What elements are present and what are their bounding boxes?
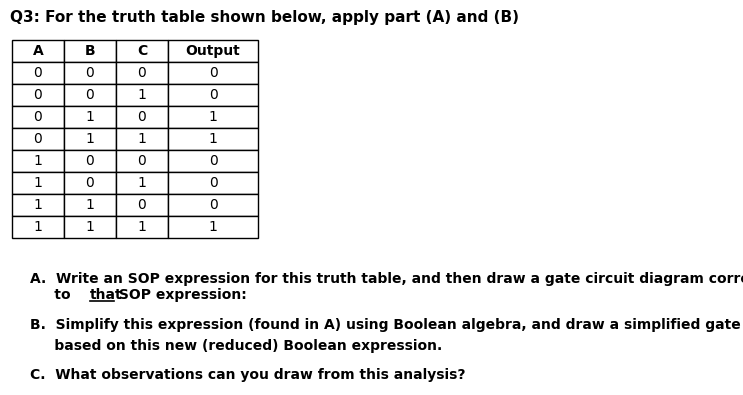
Bar xyxy=(116,216,168,238)
Bar xyxy=(168,172,258,194)
Text: 0: 0 xyxy=(85,66,94,80)
Bar xyxy=(12,106,64,128)
Bar xyxy=(116,150,168,172)
Text: 0: 0 xyxy=(209,66,218,80)
Text: 1: 1 xyxy=(137,88,146,102)
Text: Output: Output xyxy=(186,44,241,58)
Text: 1: 1 xyxy=(85,110,94,124)
Text: 0: 0 xyxy=(85,88,94,102)
Text: 1: 1 xyxy=(209,220,218,234)
Text: 0: 0 xyxy=(137,154,146,168)
Bar xyxy=(116,40,168,62)
Text: 1: 1 xyxy=(209,132,218,146)
Bar xyxy=(168,84,258,106)
Bar xyxy=(168,40,258,62)
Bar xyxy=(64,106,116,128)
Text: 0: 0 xyxy=(209,176,218,190)
Text: 1: 1 xyxy=(33,220,42,234)
Bar xyxy=(116,62,168,84)
Bar xyxy=(12,216,64,238)
Text: 1: 1 xyxy=(85,132,94,146)
Text: A.  Write an SOP expression for this truth table, and then draw a gate circuit d: A. Write an SOP expression for this trut… xyxy=(30,272,743,286)
Text: 0: 0 xyxy=(33,132,42,146)
Bar xyxy=(116,172,168,194)
Text: 0: 0 xyxy=(209,198,218,212)
Text: SOP expression:: SOP expression: xyxy=(114,288,247,302)
Text: 0: 0 xyxy=(33,66,42,80)
Text: 0: 0 xyxy=(33,88,42,102)
Text: 0: 0 xyxy=(137,66,146,80)
Bar xyxy=(12,150,64,172)
Bar xyxy=(116,106,168,128)
Bar xyxy=(168,106,258,128)
Bar xyxy=(64,40,116,62)
Text: B.  Simplify this expression (found in A) using Boolean algebra, and draw a simp: B. Simplify this expression (found in A)… xyxy=(30,318,743,353)
Text: C.  What observations can you draw from this analysis?: C. What observations can you draw from t… xyxy=(30,368,466,382)
Text: C: C xyxy=(137,44,147,58)
Bar xyxy=(64,216,116,238)
Text: to: to xyxy=(30,288,76,302)
Bar xyxy=(116,194,168,216)
Text: 1: 1 xyxy=(137,220,146,234)
Text: 0: 0 xyxy=(137,198,146,212)
Bar xyxy=(64,62,116,84)
Text: 0: 0 xyxy=(137,110,146,124)
Bar xyxy=(12,84,64,106)
Text: 0: 0 xyxy=(33,110,42,124)
Text: 0: 0 xyxy=(85,154,94,168)
Bar xyxy=(116,84,168,106)
Bar xyxy=(64,172,116,194)
Text: Q3: For the truth table shown below, apply part (A) and (B): Q3: For the truth table shown below, app… xyxy=(10,10,519,25)
Bar xyxy=(116,128,168,150)
Text: 0: 0 xyxy=(209,88,218,102)
Text: 1: 1 xyxy=(209,110,218,124)
Text: 0: 0 xyxy=(85,176,94,190)
Text: 1: 1 xyxy=(137,176,146,190)
Bar xyxy=(168,128,258,150)
Bar xyxy=(12,62,64,84)
Text: 1: 1 xyxy=(137,132,146,146)
Text: B: B xyxy=(85,44,95,58)
Bar xyxy=(64,194,116,216)
Bar xyxy=(12,172,64,194)
Bar xyxy=(64,84,116,106)
Bar xyxy=(64,150,116,172)
Bar xyxy=(168,216,258,238)
Bar xyxy=(168,150,258,172)
Bar xyxy=(64,128,116,150)
Text: 0: 0 xyxy=(209,154,218,168)
Bar xyxy=(12,128,64,150)
Text: 1: 1 xyxy=(33,198,42,212)
Text: that: that xyxy=(90,288,123,302)
Bar xyxy=(12,40,64,62)
Text: 1: 1 xyxy=(85,198,94,212)
Bar xyxy=(168,62,258,84)
Text: 1: 1 xyxy=(33,176,42,190)
Text: 1: 1 xyxy=(33,154,42,168)
Bar xyxy=(12,194,64,216)
Text: A: A xyxy=(33,44,43,58)
Bar xyxy=(168,194,258,216)
Text: 1: 1 xyxy=(85,220,94,234)
